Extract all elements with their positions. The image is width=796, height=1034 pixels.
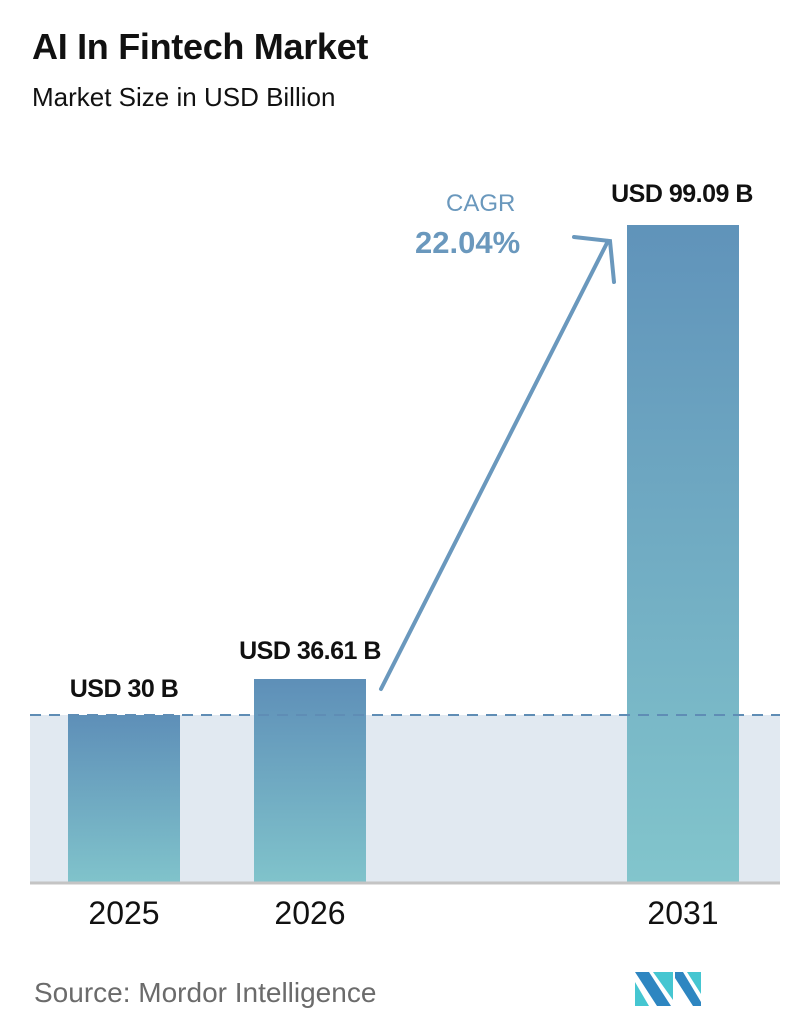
chart-title: AI In Fintech Market [32,26,369,67]
x-tick-2026: 2026 [274,895,346,931]
bar-label-2031: USD 99.09 B [611,180,753,208]
bar-2031 [627,225,739,882]
cagr-label: CAGR [446,190,516,217]
bar-2025 [68,715,180,882]
bar-label-2025: USD 30 B [69,675,179,703]
chart-subtitle: Market Size in USD Billion [32,82,336,112]
bar-2026 [254,679,366,882]
cagr-arrow-icon [379,235,616,691]
x-tick-2025: 2025 [88,895,160,931]
bar-label-2026: USD 36.61 B [239,637,381,665]
cagr-value: 22.04% [415,225,521,260]
x-tick-2031: 2031 [647,895,719,931]
mordor-logo-icon [635,972,701,1006]
source-text: Source: Mordor Intelligence [34,977,377,1008]
